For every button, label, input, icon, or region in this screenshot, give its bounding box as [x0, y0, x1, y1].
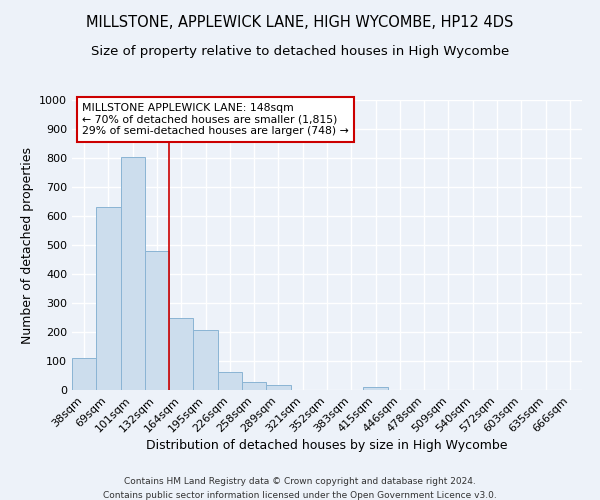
X-axis label: Distribution of detached houses by size in High Wycombe: Distribution of detached houses by size … [146, 440, 508, 452]
Bar [218, 372, 242, 390]
Text: MILLSTONE APPLEWICK LANE: 148sqm
← 70% of detached houses are smaller (1,815)
29: MILLSTONE APPLEWICK LANE: 148sqm ← 70% o… [82, 103, 349, 136]
Bar [72, 358, 96, 390]
Bar [364, 387, 388, 390]
Bar [242, 382, 266, 390]
Bar [145, 251, 169, 390]
Y-axis label: Number of detached properties: Number of detached properties [20, 146, 34, 344]
Text: Contains HM Land Registry data © Crown copyright and database right 2024.: Contains HM Land Registry data © Crown c… [124, 478, 476, 486]
Bar [193, 330, 218, 390]
Text: Contains public sector information licensed under the Open Government Licence v3: Contains public sector information licen… [103, 491, 497, 500]
Text: Size of property relative to detached houses in High Wycombe: Size of property relative to detached ho… [91, 45, 509, 58]
Bar [121, 156, 145, 390]
Text: MILLSTONE, APPLEWICK LANE, HIGH WYCOMBE, HP12 4DS: MILLSTONE, APPLEWICK LANE, HIGH WYCOMBE,… [86, 15, 514, 30]
Bar [96, 208, 121, 390]
Bar [266, 385, 290, 390]
Bar [169, 318, 193, 390]
